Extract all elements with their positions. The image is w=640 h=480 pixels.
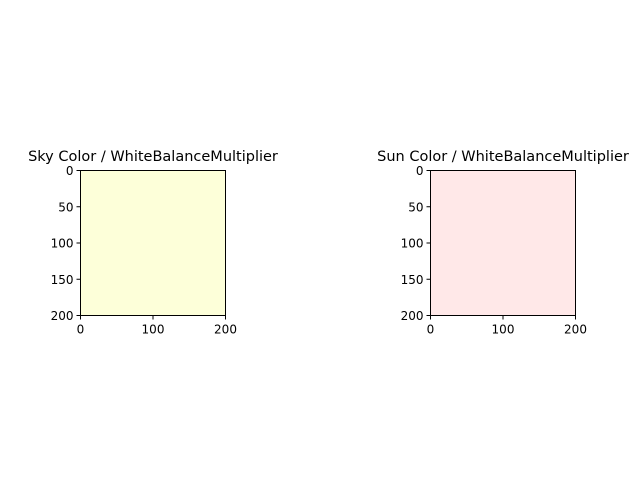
sun-color-image [430, 170, 576, 316]
sky-color-image [80, 170, 226, 316]
sky-color-y-axis: 0 50 100 150 200 [51, 164, 81, 323]
sky-color-title: Sky Color / WhiteBalanceMultiplier [28, 149, 278, 165]
sky-color-x-tick-label: 100 [142, 323, 165, 337]
sky-color-y-tick-label: 150 [51, 273, 74, 287]
sun-color-y-axis: 0 50 100 150 200 [401, 164, 431, 323]
sun-color-x-tick-label: 100 [492, 323, 515, 337]
sun-color-x-tick-label: 200 [564, 323, 587, 337]
sun-color-y-tick-label: 100 [401, 237, 424, 251]
sun-color-panel: Sun Color / WhiteBalanceMultiplier 0 100 2… [377, 149, 629, 337]
sun-color-x-axis: 0 100 200 [427, 315, 587, 337]
sun-color-y-tick-label: 0 [416, 164, 424, 178]
sky-color-x-axis: 0 100 200 [77, 315, 237, 337]
sky-color-panel: Sky Color / WhiteBalanceMultiplier 0 100 2… [28, 149, 278, 337]
sky-color-y-tick-label: 200 [51, 309, 74, 323]
sky-color-y-tick-label: 0 [66, 164, 74, 178]
sun-color-y-tick-label: 50 [408, 200, 423, 214]
sun-color-y-tick-label: 150 [401, 273, 424, 287]
sun-color-x-tick-label: 0 [427, 323, 435, 337]
sun-color-title: Sun Color / WhiteBalanceMultiplier [377, 149, 629, 165]
sky-color-y-tick-label: 100 [51, 237, 74, 251]
sky-color-x-tick-label: 200 [214, 323, 237, 337]
sky-color-x-tick-label: 0 [77, 323, 85, 337]
sun-color-y-tick-label: 200 [401, 309, 424, 323]
sky-color-y-tick-label: 50 [58, 200, 73, 214]
